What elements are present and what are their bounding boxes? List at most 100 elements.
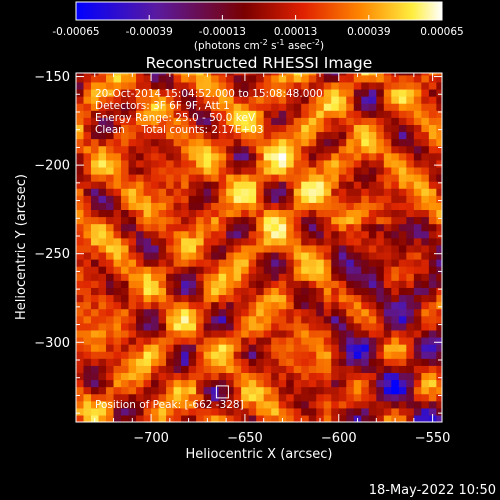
- heatmap-cell: [428, 145, 437, 154]
- heatmap-cell: [293, 216, 302, 225]
- heatmap-cell: [376, 173, 385, 182]
- heatmap-cell: [91, 358, 100, 366]
- heatmap-cell: [346, 81, 355, 90]
- heatmap-cell: [151, 322, 160, 331]
- heatmap-cell: [91, 259, 100, 267]
- heatmap-cell: [218, 259, 227, 267]
- heatmap-cell: [91, 88, 100, 97]
- heatmap-cell: [121, 181, 130, 189]
- heatmap-cell: [83, 372, 92, 381]
- heatmap-cell: [226, 266, 235, 274]
- heatmap-cell: [98, 74, 107, 83]
- heatmap-cell: [106, 407, 115, 416]
- heatmap-cell: [338, 372, 347, 381]
- heatmap-cell: [391, 145, 400, 154]
- heatmap-cell: [136, 287, 145, 296]
- heatmap-cell: [121, 244, 130, 253]
- heatmap-cell: [136, 351, 145, 359]
- heatmap-cell: [113, 280, 122, 288]
- heatmap-cell: [286, 237, 295, 246]
- heatmap-cell: [166, 166, 175, 175]
- heatmap-cell: [308, 110, 317, 118]
- heatmap-cell: [173, 287, 182, 296]
- heatmap-cell: [346, 358, 355, 366]
- heatmap-cell: [83, 117, 92, 125]
- heatmap-cell: [181, 202, 190, 211]
- heatmap-cell: [308, 259, 317, 267]
- heatmap-cell: [203, 322, 212, 331]
- heatmap-cell: [406, 407, 415, 416]
- heatmap-cell: [151, 301, 160, 310]
- heatmap-cell: [158, 159, 167, 168]
- heatmap-cell: [346, 351, 355, 359]
- heatmap-cell: [136, 244, 145, 253]
- heatmap-cell: [218, 195, 227, 203]
- heatmap-cell: [91, 74, 100, 83]
- heatmap-cell: [233, 266, 242, 274]
- heatmap-cell: [361, 145, 370, 154]
- heatmap-cell: [121, 273, 130, 281]
- heatmap-cell: [106, 74, 115, 83]
- heatmap-cell: [173, 386, 182, 395]
- heatmap-cell: [406, 202, 415, 211]
- heatmap-cell: [76, 301, 85, 310]
- heatmap-cell: [136, 358, 145, 366]
- heatmap-cell: [121, 88, 130, 97]
- heatmap-cell: [406, 251, 415, 260]
- heatmap-cell: [278, 351, 287, 359]
- heatmap-cell: [263, 181, 272, 189]
- heatmap-cell: [106, 322, 115, 331]
- heatmap-cell: [353, 294, 362, 303]
- heatmap-cell: [226, 230, 235, 239]
- heatmap-cell: [316, 358, 325, 366]
- heatmap-cell: [188, 351, 197, 359]
- heatmap-cell: [203, 393, 212, 402]
- heatmap-cell: [113, 266, 122, 274]
- heatmap-cell: [286, 73, 295, 76]
- heatmap-cell: [421, 251, 430, 260]
- heatmap-cell: [166, 88, 175, 97]
- heatmap-cell: [278, 294, 287, 303]
- heatmap-cell: [368, 188, 377, 196]
- heatmap-cell: [353, 145, 362, 154]
- heatmap-cell: [421, 407, 430, 416]
- heatmap-cell: [413, 173, 422, 182]
- heatmap-cell: [98, 365, 107, 373]
- heatmap-cell: [398, 209, 407, 218]
- heatmap-cell: [166, 173, 175, 182]
- heatmap-cell: [143, 145, 152, 154]
- heatmap-cell: [151, 138, 160, 147]
- heatmap-cell: [226, 344, 235, 352]
- heatmap-cell: [166, 145, 175, 154]
- heatmap-cell: [166, 287, 175, 296]
- heatmap-cell: [301, 322, 310, 331]
- heatmap-cell: [143, 152, 152, 161]
- heatmap-cell: [293, 308, 302, 317]
- heatmap-cell: [428, 287, 437, 296]
- heatmap-cell: [391, 393, 400, 402]
- heatmap-cell: [301, 301, 310, 310]
- heatmap-cell: [158, 145, 167, 154]
- heatmap-cell: [166, 358, 175, 366]
- heatmap-cell: [113, 358, 122, 366]
- heatmap-cell: [98, 266, 107, 274]
- heatmap-cell: [226, 301, 235, 310]
- heatmap-cell: [308, 329, 317, 338]
- heatmap-cell: [136, 209, 145, 218]
- heatmap-cell: [136, 386, 145, 395]
- heatmap-cell: [278, 173, 287, 182]
- heatmap-cell: [353, 344, 362, 352]
- heatmap-cell: [361, 202, 370, 211]
- heatmap-cell: [391, 166, 400, 175]
- heatmap-cell: [196, 131, 205, 140]
- heatmap-cell: [106, 336, 115, 345]
- heatmap-cell: [196, 124, 205, 133]
- heatmap-cell: [106, 202, 115, 211]
- heatmap-cell: [406, 230, 415, 239]
- heatmap-cell: [181, 117, 190, 125]
- heatmap-cell: [278, 244, 287, 253]
- heatmap-cell: [91, 351, 100, 359]
- heatmap-cell: [286, 181, 295, 189]
- heatmap-cell: [91, 131, 100, 140]
- heatmap-cell: [211, 251, 220, 260]
